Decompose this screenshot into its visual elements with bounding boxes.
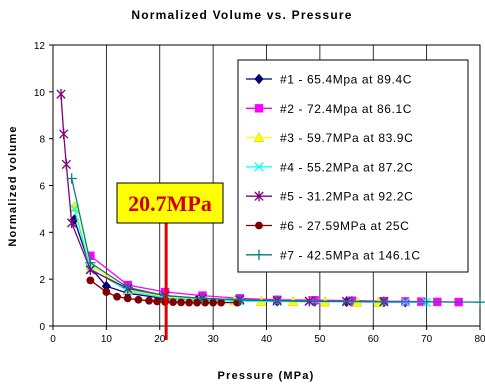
y-tick-label: 0: [39, 322, 45, 333]
data-point: [346, 296, 358, 307]
data-point: [145, 296, 153, 305]
data-point: [309, 295, 320, 307]
x-tick-label: 10: [101, 334, 113, 345]
x-tick-label: 30: [208, 334, 220, 345]
y-tick-label: 6: [39, 182, 45, 193]
series-line: [90, 279, 238, 304]
data-point: [102, 288, 111, 296]
data-point: [197, 293, 208, 304]
y-tick-label: 8: [39, 135, 45, 146]
legend-label: #5 - 31.2MPa at 92.2C: [280, 190, 413, 204]
data-point: [209, 298, 218, 307]
legend-item: #7 - 42.5MPa at 146.1C: [246, 248, 421, 262]
data-point: [134, 295, 143, 304]
data-point: [217, 298, 226, 307]
legend: #1 - 65.4Mpa at 89.4C #2 - 72.4Mpa at 86.…: [237, 59, 469, 273]
data-point: [253, 131, 265, 143]
legend-label: #3 - 59.7MPa at 83.9C: [280, 131, 413, 145]
x-tick-label: 80: [474, 334, 485, 345]
legend-label: #7 - 42.5MPa at 146.1C: [280, 248, 421, 262]
legend-item: #4 - 55.2MPa at 87.2C: [246, 160, 413, 174]
data-point: [254, 191, 264, 202]
data-point: [66, 173, 77, 184]
data-point: [86, 251, 95, 260]
y-tick-label: 4: [39, 228, 45, 239]
y-tick-label: 10: [34, 88, 46, 99]
data-point: [193, 298, 202, 307]
legend-box: [237, 59, 469, 273]
data-point: [474, 296, 485, 308]
data-point: [201, 298, 210, 307]
data-point: [123, 294, 132, 303]
data-point: [153, 297, 161, 306]
x-tick-label: 70: [421, 334, 433, 345]
data-point: [185, 298, 194, 307]
annotation-box: [116, 182, 224, 224]
annotation: 20.7MPa: [116, 182, 224, 340]
data-point: [67, 217, 77, 229]
series-6: [86, 276, 242, 307]
data-point: [113, 292, 121, 301]
legend-item: #6 - 27.59MPa at 25C: [246, 219, 409, 233]
data-point: [234, 294, 246, 305]
data-point: [254, 162, 264, 172]
legend-label: #6 - 27.59MPa at 25C: [280, 219, 409, 233]
legend-item: #5 - 31.2MPa at 92.2C: [246, 190, 413, 204]
data-point: [254, 104, 264, 113]
x-tick-label: 0: [50, 334, 56, 345]
chart-title: Normalized Volume vs. Pressure: [131, 8, 352, 22]
data-point: [253, 249, 265, 260]
annotation-text: 20.7MPa: [128, 191, 212, 216]
series-line: [71, 178, 481, 303]
data-point: [177, 298, 186, 307]
data-point: [255, 221, 263, 230]
legend-item: #1 - 65.4Mpa at 89.4C: [246, 73, 412, 87]
data-point: [86, 276, 95, 285]
x-tick-label: 60: [368, 334, 380, 345]
data-point: [421, 296, 432, 308]
x-tick-label: 20: [154, 334, 166, 345]
x-tick-label: 50: [314, 334, 326, 345]
legend-label: #1 - 65.4Mpa at 89.4C: [280, 73, 412, 87]
data-point: [69, 204, 80, 214]
x-axis-label: Pressure (MPa): [218, 370, 315, 382]
data-point: [378, 296, 390, 307]
x-tick-label: 40: [261, 334, 273, 345]
legend-label: #4 - 55.2MPa at 87.2C: [280, 160, 413, 174]
data-point: [85, 257, 96, 268]
legend-item: #2 - 72.4Mpa at 86.1C: [246, 102, 412, 116]
data-point: [56, 88, 66, 100]
y-axis-label: Normalized volume: [7, 125, 19, 246]
data-point: [233, 298, 242, 307]
y-tick-label: 12: [34, 41, 46, 52]
data-point: [254, 73, 264, 85]
data-point: [271, 295, 283, 306]
data-point: [61, 159, 72, 170]
data-point: [169, 298, 177, 307]
legend-label: #2 - 72.4Mpa at 86.1C: [280, 102, 412, 116]
data-point: [59, 128, 69, 140]
legend-item: #3 - 59.7MPa at 83.9C: [246, 131, 413, 145]
data-point: [122, 282, 133, 293]
y-tick-label: 2: [39, 275, 45, 286]
